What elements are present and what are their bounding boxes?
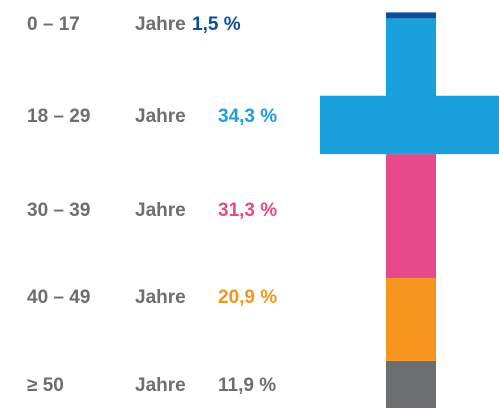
category-suffix: Jahre (135, 375, 186, 396)
category-label: 40 – 49 (27, 287, 90, 308)
segment (386, 18, 436, 155)
value-label: 34,3 % (218, 106, 277, 127)
value-label: 31,3 % (218, 200, 277, 221)
segment (386, 154, 436, 279)
category-label: 0 – 17 (27, 14, 80, 35)
category-label: 18 – 29 (27, 106, 90, 127)
value-label: 11,9 % (218, 375, 276, 396)
category-suffix: Jahre (135, 14, 186, 35)
category-suffix: Jahre (135, 287, 186, 308)
segment (386, 12, 436, 19)
category-label: ≥ 50 (27, 375, 64, 396)
category-suffix: Jahre (135, 106, 186, 127)
value-label: 20,9 % (218, 287, 277, 308)
segment (386, 278, 436, 361)
category-suffix: Jahre (135, 200, 186, 221)
value-label: 1,5 % (192, 14, 241, 35)
category-label: 30 – 39 (27, 200, 90, 221)
segment (386, 360, 436, 408)
